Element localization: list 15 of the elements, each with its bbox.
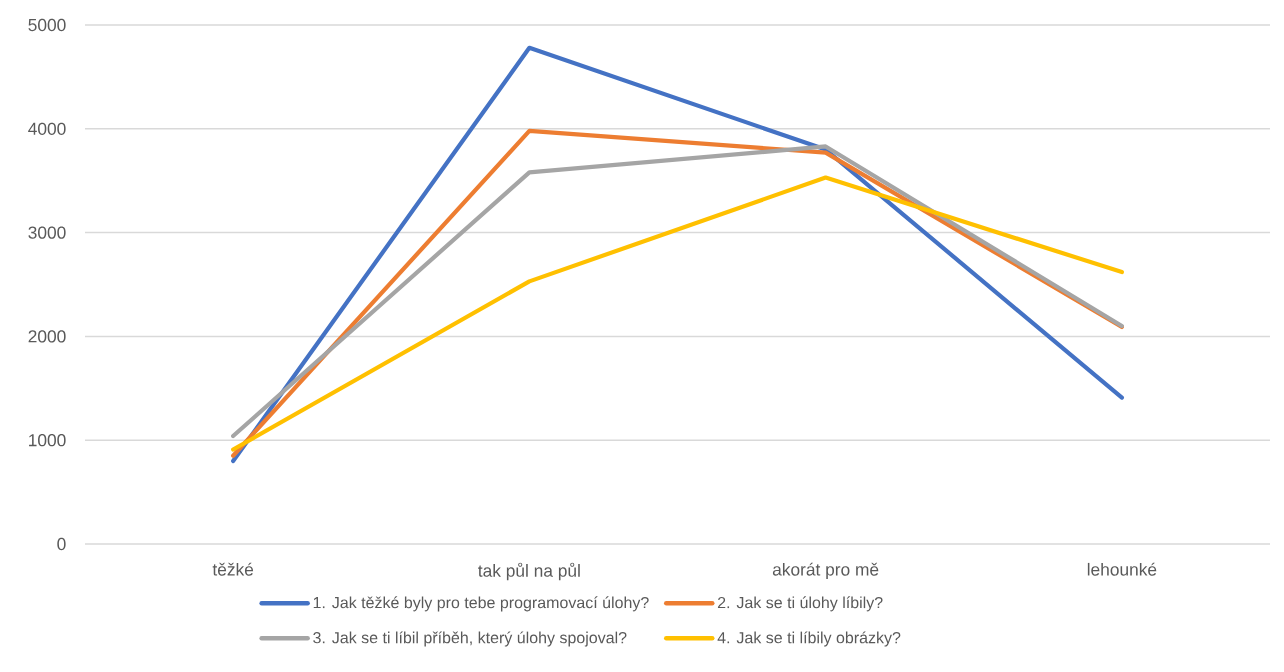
legend-label: 2. Jak se ti úlohy líbily?	[717, 596, 883, 612]
x-tick-label: těžké	[212, 562, 254, 576]
y-tick-label: 4000	[28, 122, 66, 135]
x-tick-label: lehounké	[1087, 562, 1157, 576]
line-series	[231, 45, 1124, 464]
x-tick-label: akorát pro mě	[772, 562, 879, 580]
y-tick-label: 3000	[28, 226, 66, 239]
legend-label: 4. Jak se ti líbily obrázky?	[717, 631, 901, 647]
y-tick-label: 1000	[29, 434, 66, 447]
legend-label: 3. Jak se ti líbil příběh, který úlohy spojoval?	[313, 631, 627, 647]
x-tick-label: tak půl na půl	[478, 562, 580, 581]
legend-label: 1. Jak těžké byly pro tebe programovací úlohy?	[313, 596, 649, 612]
y-tick-label: 5000	[28, 18, 66, 32]
y-tick-label: 0	[57, 537, 66, 551]
y-tick-label: 2000	[28, 330, 66, 343]
